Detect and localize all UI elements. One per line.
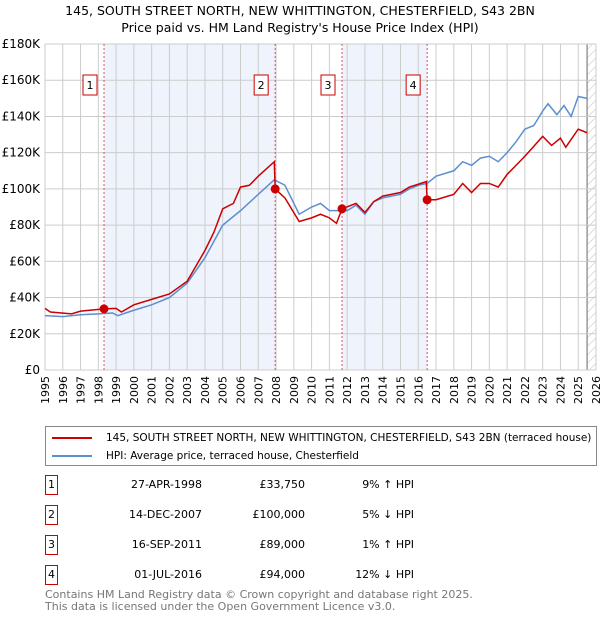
legend-swatch-hpi — [52, 455, 92, 457]
x-tick-label: 2015 — [394, 376, 407, 404]
footer-copyright: Contains HM Land Registry data © Crown c… — [45, 588, 473, 601]
transaction-date: 16-SEP-2011 — [131, 538, 202, 551]
transaction-hpi-change: 5% ↓ HPI — [362, 508, 414, 521]
sale-label: 2 — [258, 79, 265, 92]
transaction-hpi-change: 1% ↑ HPI — [362, 538, 414, 551]
x-tick-label: 2014 — [377, 376, 390, 404]
y-tick-label: £60K — [9, 254, 41, 268]
chart-subtitle: Price paid vs. HM Land Registry's House … — [121, 20, 479, 35]
x-tick-label: 2013 — [359, 376, 372, 404]
x-tick-label: 2024 — [554, 376, 567, 404]
x-tick-label: 2025 — [572, 376, 585, 404]
x-tick-label: 2002 — [163, 376, 176, 404]
y-tick-label: £40K — [9, 291, 41, 305]
x-tick-label: 2006 — [235, 376, 248, 404]
sale-label-box — [253, 74, 269, 96]
sale-point — [337, 204, 347, 214]
y-tick-label: £20K — [9, 327, 41, 341]
transaction-number: 4 — [45, 565, 58, 585]
x-tick-label: 2021 — [501, 376, 514, 404]
x-tick-label: 2005 — [217, 376, 230, 404]
x-tick-label: 2000 — [128, 376, 141, 404]
x-tick-label: 2020 — [483, 376, 496, 404]
sale-label: 3 — [325, 79, 332, 92]
transaction-price: £94,000 — [259, 568, 306, 581]
x-tick-label: 2009 — [288, 376, 301, 404]
x-tick-label: 2003 — [181, 376, 194, 404]
footer-licence: This data is licensed under the Open Gov… — [45, 600, 396, 613]
x-tick-label: 2017 — [430, 376, 443, 404]
x-tick-label: 1999 — [110, 376, 123, 404]
transaction-row: 3 16-SEP-2011 £89,000 1% ↑ HPI — [45, 535, 414, 555]
x-tick-label: 2016 — [412, 376, 425, 404]
shaded-period — [342, 44, 428, 370]
y-tick-label: £80K — [9, 218, 41, 232]
legend-swatch-property — [52, 437, 92, 439]
x-tick-label: 2026 — [590, 376, 600, 404]
x-tick-label: 1996 — [57, 376, 70, 404]
y-tick-label: £160K — [2, 73, 42, 87]
y-tick-label: £140K — [2, 109, 42, 123]
legend: 145, SOUTH STREET NORTH, NEW WHITTINGTON… — [45, 426, 597, 466]
sale-label: 4 — [410, 79, 417, 92]
x-tick-label: 2022 — [519, 376, 532, 404]
transaction-number: 2 — [45, 505, 58, 525]
y-tick-label: £100K — [2, 182, 42, 196]
x-tick-label: 2018 — [448, 376, 461, 404]
transaction-price: £33,750 — [259, 478, 306, 491]
forecast-hatch — [587, 44, 596, 370]
legend-label: 145, SOUTH STREET NORTH, NEW WHITTINGTON… — [106, 432, 592, 444]
transaction-number: 3 — [45, 535, 58, 555]
sale-label-box — [405, 74, 421, 96]
transaction-number: 1 — [45, 475, 58, 495]
y-tick-label: £180K — [2, 37, 42, 51]
sale-label-box — [320, 74, 336, 96]
x-tick-label: 2010 — [306, 376, 319, 404]
legend-item-hpi: HPI: Average price, terraced house, Ches… — [52, 449, 359, 463]
transaction-hpi-change: 12% ↓ HPI — [355, 568, 414, 581]
x-tick-label: 2012 — [341, 376, 354, 404]
transaction-date: 14-DEC-2007 — [128, 508, 202, 521]
transaction-row: 2 14-DEC-2007 £100,000 5% ↓ HPI — [45, 505, 414, 525]
x-tick-label: 2023 — [537, 376, 550, 404]
sale-point — [99, 304, 109, 314]
y-tick-label: £0 — [25, 363, 40, 377]
x-tick-label: 2007 — [252, 376, 265, 404]
x-tick-label: 2011 — [323, 376, 336, 404]
sale-point — [422, 195, 432, 205]
transaction-row: 1 27-APR-1998 £33,750 9% ↑ HPI — [45, 475, 414, 495]
transaction-price: £89,000 — [259, 538, 306, 551]
x-tick-label: 2001 — [146, 376, 159, 404]
x-tick-label: 2019 — [466, 376, 479, 404]
transaction-row: 4 01-JUL-2016 £94,000 12% ↓ HPI — [45, 565, 414, 585]
x-tick-label: 1998 — [92, 376, 105, 404]
x-tick-label: 1995 — [39, 376, 52, 404]
transaction-date: 27-APR-1998 — [130, 478, 202, 491]
transaction-hpi-change: 9% ↑ HPI — [362, 478, 414, 491]
footer: Contains HM Land Registry data © Crown c… — [45, 589, 473, 613]
series-line-property — [44, 128, 588, 315]
price-chart: 1995 1996 1997 1998 1999 2000 2001 2002 2003 2004… — [2, 37, 600, 404]
y-tick-label: £120K — [2, 146, 42, 160]
chart-title: 145, SOUTH STREET NORTH, NEW WHITTINGTON… — [65, 3, 535, 18]
legend-label: HPI: Average price, terraced house, Ches… — [106, 450, 359, 462]
x-tick-label: 2004 — [199, 376, 212, 404]
sale-label-box — [82, 74, 98, 96]
transaction-price: £100,000 — [252, 508, 306, 521]
x-tick-label: 1997 — [75, 376, 88, 404]
x-tick-label: 2008 — [270, 376, 283, 404]
sale-label: 1 — [87, 79, 94, 92]
shaded-period — [104, 44, 276, 370]
legend-item-property: 145, SOUTH STREET NORTH, NEW WHITTINGTON… — [52, 431, 591, 445]
sale-point — [270, 184, 280, 194]
transaction-date: 01-JUL-2016 — [134, 568, 202, 581]
